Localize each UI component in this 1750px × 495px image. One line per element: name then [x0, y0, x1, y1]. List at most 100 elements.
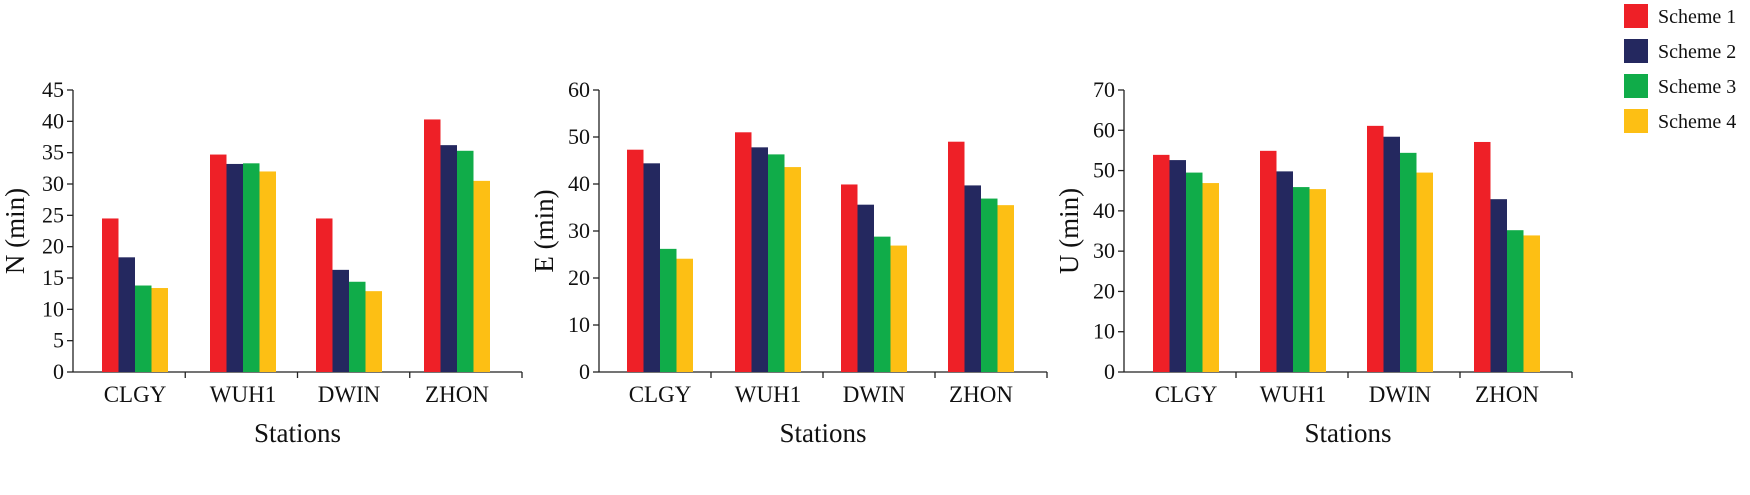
- x-axis-title: Stations: [779, 418, 866, 448]
- y-tick-label: 10: [42, 296, 64, 321]
- y-tick-label: 20: [568, 265, 590, 290]
- bar-wuh1-scheme-4: [259, 171, 276, 372]
- bar-wuh1-scheme-1: [1260, 150, 1277, 372]
- x-category-label: CLGY: [1155, 382, 1218, 407]
- chart-panel-3: 0 10 20 30 40 50 60 70 CLGY WUH1 DWIN ZHON Stations U…: [1054, 77, 1573, 448]
- bar-zhon-scheme-4: [1523, 235, 1540, 372]
- bar-dwin-scheme-1: [1367, 125, 1384, 373]
- y-tick-label: 60: [1093, 117, 1115, 142]
- bar-clgy-scheme-4: [151, 288, 168, 372]
- y-tick-label: 45: [42, 77, 64, 102]
- bar-clgy-scheme-1: [1153, 154, 1170, 372]
- x-category-label: ZHON: [949, 382, 1013, 407]
- y-tick-label: 30: [1093, 238, 1115, 263]
- y-tick-label: 30: [568, 218, 590, 243]
- bar-clgy-scheme-4: [676, 258, 693, 372]
- y-tick-label: 30: [42, 171, 64, 196]
- bar-wuh1-scheme-3: [243, 163, 260, 372]
- legend-swatch-scheme-2: [1624, 39, 1648, 63]
- x-category-label: ZHON: [1475, 382, 1539, 407]
- bar-zhon-scheme-4: [997, 205, 1014, 372]
- bar-clgy-scheme-3: [1186, 172, 1203, 372]
- y-tick-label: 60: [568, 77, 590, 102]
- bar-dwin-scheme-1: [841, 184, 858, 372]
- bar-wuh1-scheme-3: [1293, 187, 1310, 372]
- x-category-label: WUH1: [1260, 382, 1326, 407]
- x-category-label: DWIN: [1369, 382, 1432, 407]
- bar-zhon-scheme-3: [1507, 230, 1524, 372]
- bar-zhon-scheme-2: [1490, 199, 1507, 372]
- bar-zhon-scheme-2: [440, 145, 457, 372]
- bar-zhon-scheme-2: [964, 185, 981, 372]
- bar-clgy-scheme-4: [1202, 183, 1219, 372]
- bar-wuh1-scheme-2: [226, 163, 243, 372]
- bar-dwin-scheme-4: [890, 245, 907, 372]
- bar-dwin-scheme-3: [349, 281, 366, 372]
- bar-dwin-scheme-3: [874, 236, 891, 372]
- bar-zhon-scheme-3: [457, 150, 474, 372]
- y-tick-label: 40: [568, 171, 590, 196]
- y-tick-label: 10: [568, 312, 590, 337]
- legend: Scheme 1 Scheme 2 Scheme 3 Scheme 4: [1624, 4, 1736, 133]
- bar-wuh1-scheme-1: [735, 132, 752, 372]
- y-tick-label: 0: [53, 359, 64, 384]
- y-tick-label: 25: [42, 202, 64, 227]
- y-axis-title: E (min): [529, 189, 559, 272]
- y-tick-label: 20: [1093, 278, 1115, 303]
- bar-dwin-scheme-2: [1383, 136, 1400, 372]
- bar-dwin-scheme-3: [1400, 152, 1417, 372]
- x-category-label: WUH1: [735, 382, 801, 407]
- bar-clgy-scheme-3: [135, 285, 152, 372]
- bar-clgy-scheme-2: [118, 257, 135, 372]
- bar-wuh1-scheme-2: [751, 147, 768, 372]
- bar-clgy-scheme-2: [1169, 160, 1186, 372]
- bar-wuh1-scheme-4: [784, 167, 801, 372]
- x-category-label: WUH1: [210, 382, 276, 407]
- bar-wuh1-scheme-1: [210, 154, 227, 372]
- bar-zhon-scheme-4: [473, 180, 490, 372]
- bar-clgy-scheme-3: [660, 248, 677, 372]
- chart-panel-1: 0 5 10 15 20 25 30 35 40 45 CLGY WUH1 DWIN ZHON Statio…: [0, 77, 523, 448]
- bar-dwin-scheme-4: [365, 291, 382, 372]
- legend-label-scheme-4: Scheme 4: [1658, 111, 1736, 133]
- y-tick-label: 50: [1093, 158, 1115, 183]
- bar-clgy-scheme-2: [643, 163, 660, 372]
- bar-dwin-scheme-1: [316, 218, 333, 372]
- x-category-label: CLGY: [104, 382, 167, 407]
- x-axis-title: Stations: [1304, 418, 1391, 448]
- bar-clgy-scheme-1: [102, 218, 119, 372]
- y-tick-label: 5: [53, 328, 64, 353]
- y-axis-title: U (min): [1054, 188, 1084, 274]
- y-axis-title: N (min): [0, 188, 30, 274]
- y-tick-label: 40: [1093, 198, 1115, 223]
- legend-label-scheme-1: Scheme 1: [1658, 6, 1736, 28]
- bar-wuh1-scheme-4: [1309, 189, 1326, 372]
- bar-dwin-scheme-2: [857, 204, 874, 372]
- x-category-label: DWIN: [318, 382, 381, 407]
- x-category-label: DWIN: [843, 382, 906, 407]
- legend-swatch-scheme-3: [1624, 74, 1648, 98]
- y-tick-label: 15: [42, 265, 64, 290]
- chart-panel-2: 0 10 20 30 40 50 60 CLGY WUH1 DWIN ZHON Stations E (…: [529, 77, 1048, 448]
- y-tick-label: 35: [42, 140, 64, 165]
- legend-label-scheme-3: Scheme 3: [1658, 76, 1736, 98]
- x-category-label: ZHON: [425, 382, 489, 407]
- bar-dwin-scheme-4: [1416, 172, 1433, 372]
- x-category-label: CLGY: [629, 382, 692, 407]
- legend-swatch-scheme-4: [1624, 109, 1648, 133]
- y-tick-label: 50: [568, 124, 590, 149]
- bar-wuh1-scheme-3: [768, 154, 785, 372]
- y-tick-label: 0: [1104, 359, 1115, 384]
- y-tick-label: 10: [1093, 319, 1115, 344]
- legend-label-scheme-2: Scheme 2: [1658, 41, 1736, 63]
- bar-zhon-scheme-1: [1474, 141, 1491, 372]
- y-tick-label: 70: [1093, 77, 1115, 102]
- bar-zhon-scheme-3: [981, 198, 998, 372]
- y-tick-label: 40: [42, 108, 64, 133]
- bar-zhon-scheme-1: [948, 141, 965, 372]
- bar-clgy-scheme-1: [627, 149, 644, 372]
- bar-dwin-scheme-2: [332, 269, 349, 372]
- y-tick-label: 20: [42, 234, 64, 259]
- bar-zhon-scheme-1: [424, 119, 441, 372]
